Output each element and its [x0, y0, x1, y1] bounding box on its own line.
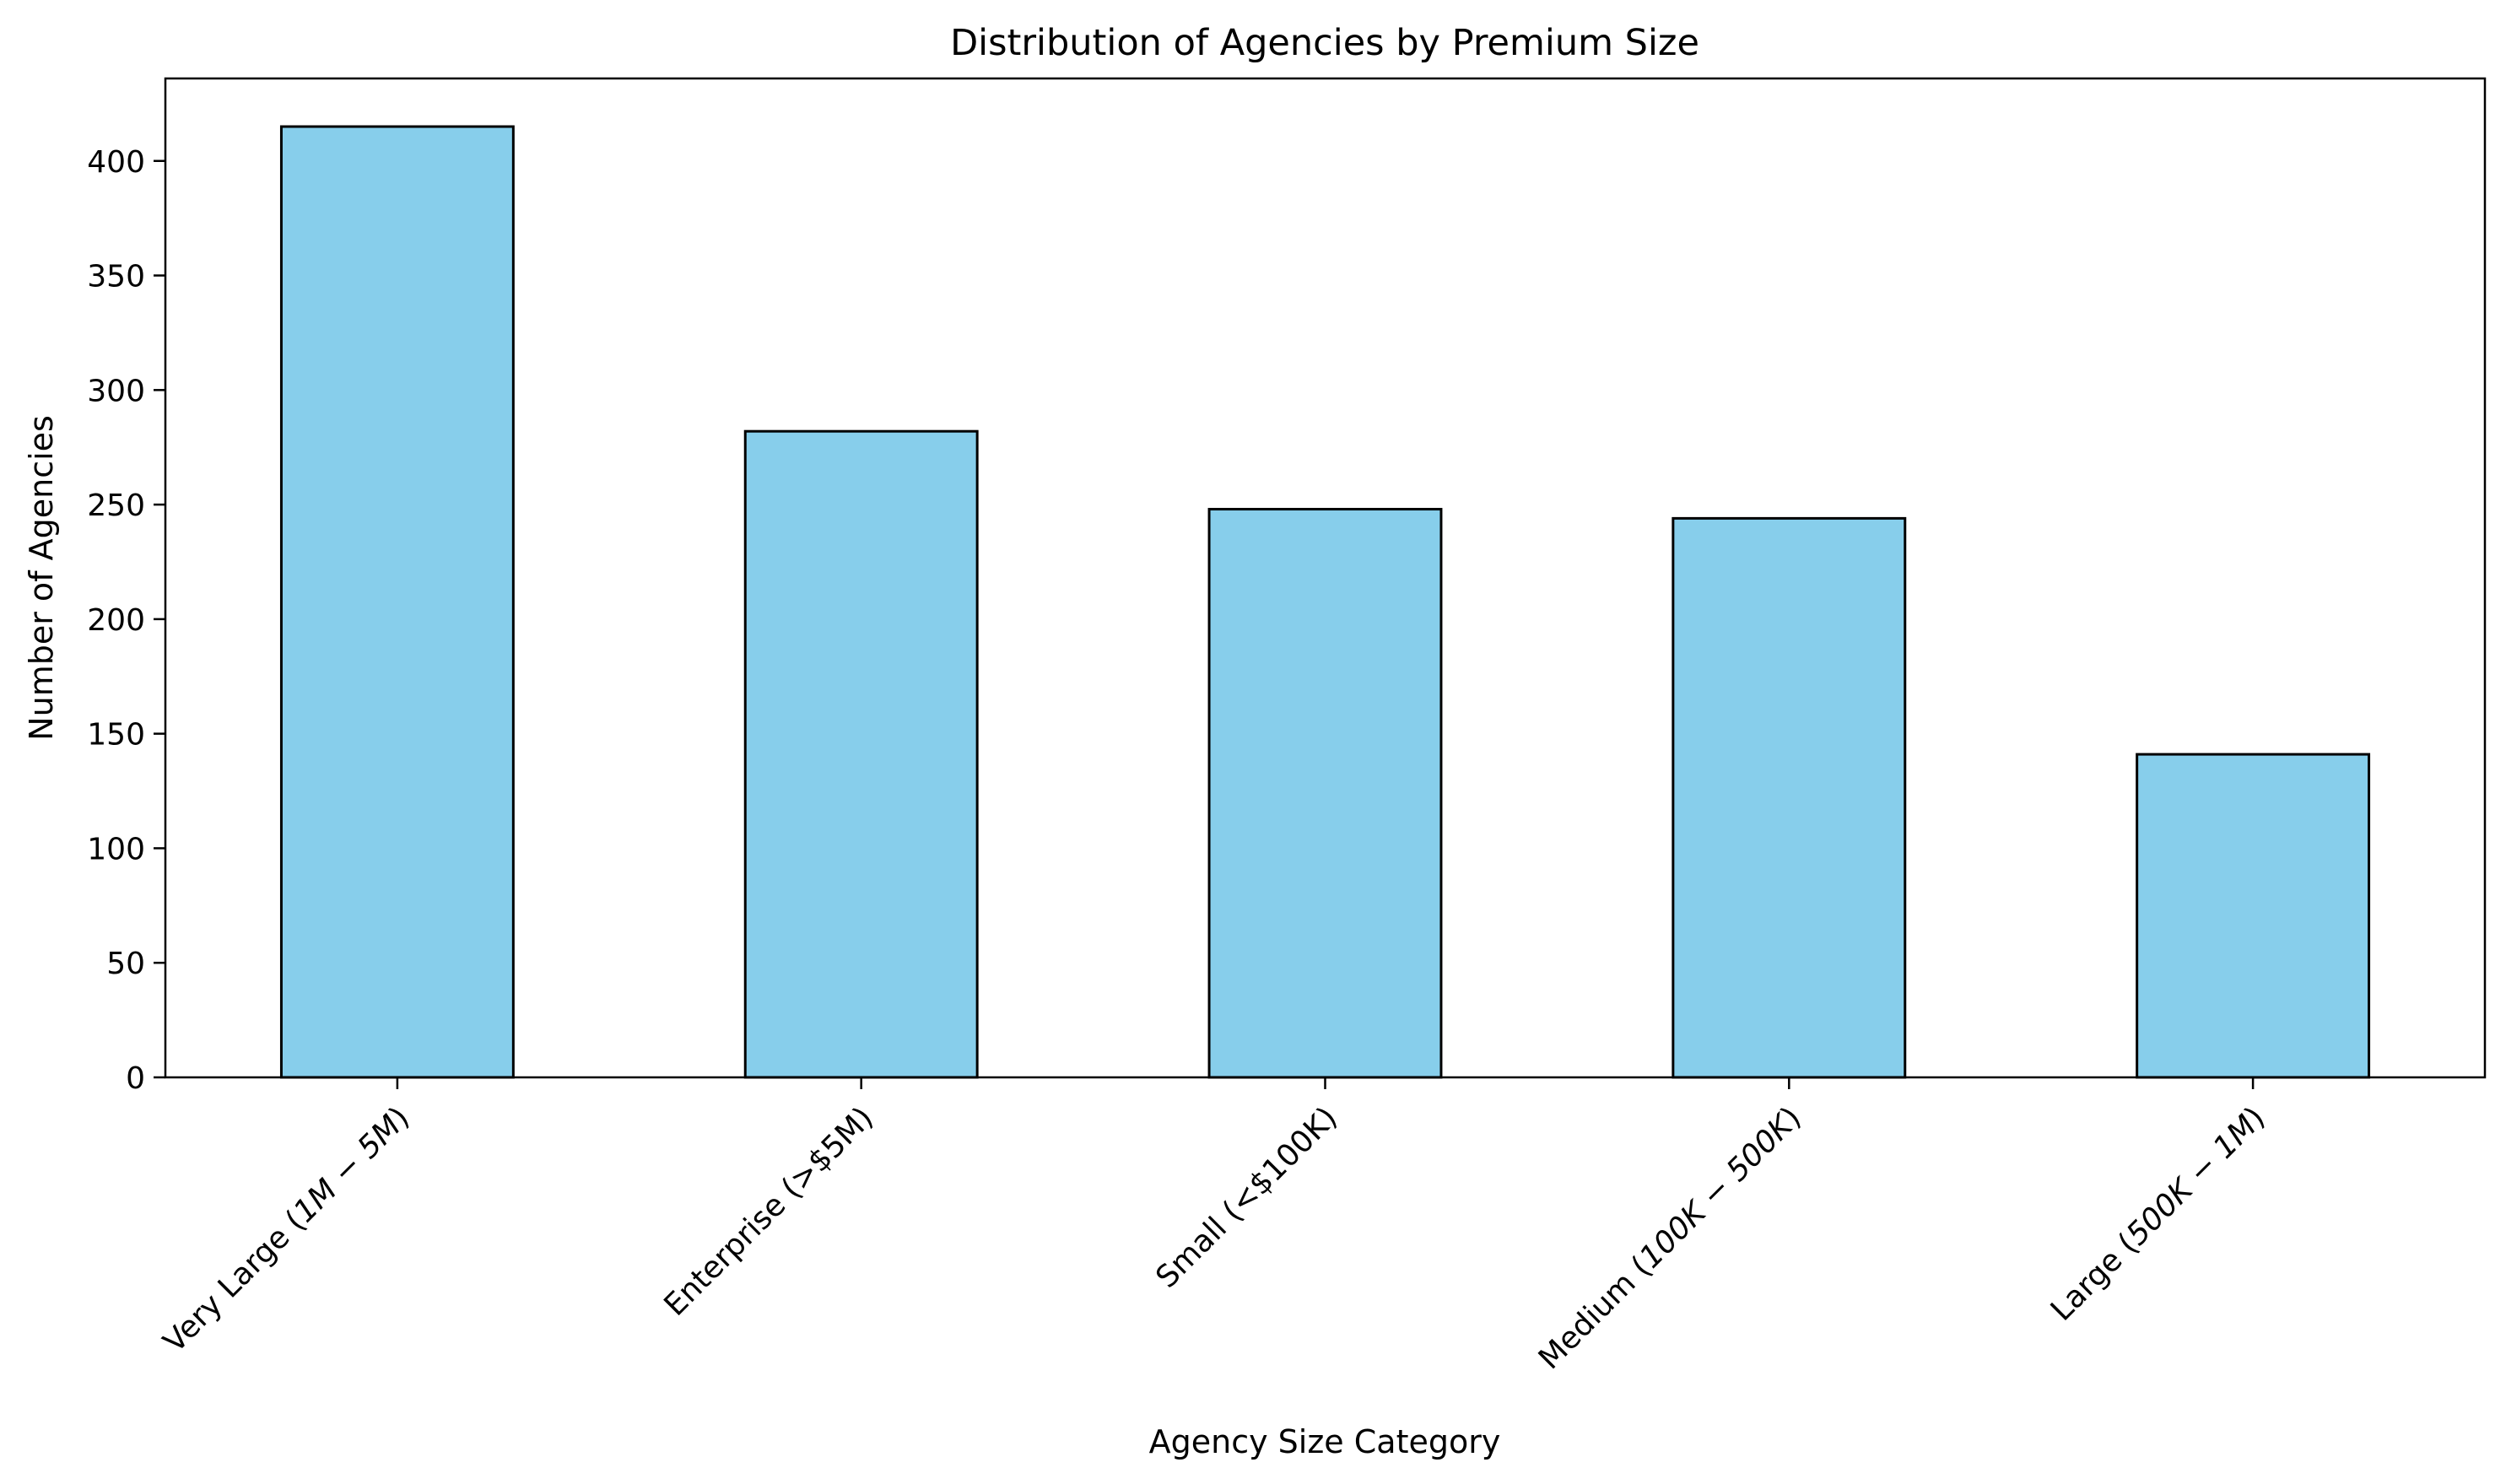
x-tick-label: Medium (100K − 500K): [1532, 1100, 1808, 1376]
y-tick-label: 200: [87, 603, 145, 638]
x-tick-label: Enterprise (>$5M): [657, 1100, 880, 1323]
bar: [2136, 753, 2371, 1079]
y-tick-label: 50: [106, 947, 145, 981]
y-tick-label: 100: [87, 832, 145, 866]
x-tick-label: Small (<$100K): [1149, 1100, 1343, 1294]
y-tick-label: 0: [126, 1061, 145, 1096]
x-tick-label: Very Large (1M − 5M): [157, 1100, 416, 1359]
bars-group: [279, 125, 2371, 1079]
y-tick-label: 250: [87, 488, 145, 523]
y-tick-label: 150: [87, 718, 145, 753]
x-tick-label: Large (500K − 1M): [2044, 1100, 2272, 1328]
bar: [1207, 508, 1443, 1079]
y-tick-label: 350: [87, 260, 145, 294]
y-tick-label: 400: [87, 145, 145, 180]
plot-frame: [164, 77, 2487, 1079]
bar: [279, 125, 515, 1079]
x-axis-label: Agency Size Category: [1149, 1423, 1501, 1460]
bar: [1672, 516, 1907, 1079]
x-axis: Very Large (1M − 5M) Enterprise (>$5M) Sma…: [157, 1077, 2271, 1376]
chart-title: Distribution of Agencies by Premium Size: [950, 22, 1699, 64]
y-axis-label: Number of Agencies: [23, 415, 60, 741]
y-axis: 0 50 100 150 200 250 300 350 400: [87, 145, 165, 1096]
bar: [743, 429, 979, 1079]
y-tick-label: 300: [87, 374, 145, 408]
